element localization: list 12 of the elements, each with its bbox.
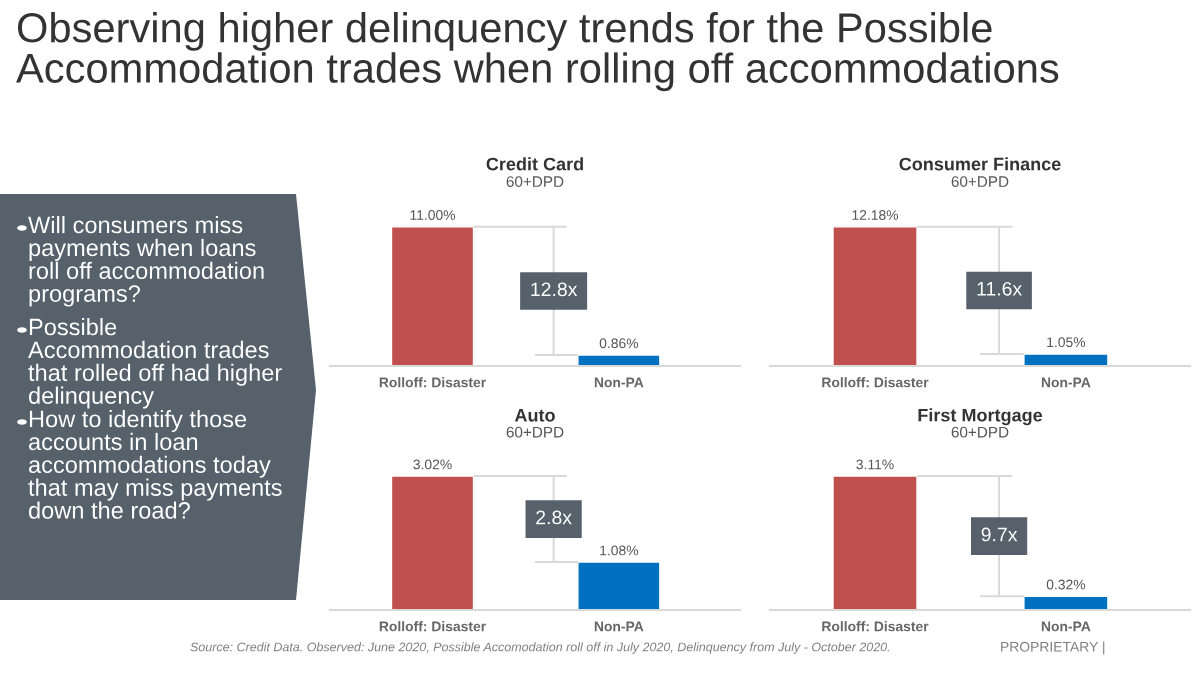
annotation: 9.7x bbox=[981, 527, 1018, 542]
text: Possible Accommodation trades that rolled off had higher delinquency bbox=[28, 318, 282, 409]
text: Will consumers miss payments when loans roll off accommodation programs? bbox=[28, 216, 264, 307]
chart-title: Auto bbox=[514, 409, 555, 422]
annotation: 2.8x bbox=[536, 510, 572, 525]
chart-title: Consumer Finance bbox=[899, 157, 1061, 171]
chart-title: First Mortgage bbox=[918, 408, 1043, 426]
text: Observing higher delinquency trends for the Possible Accommodation trades when rolling off accommodations bbox=[16, 12, 1059, 92]
annotation: 12.8x bbox=[531, 282, 578, 297]
annotation: 11.6x bbox=[977, 281, 1022, 296]
text: How to identify those accounts in loan accommodations today that may miss payments down the road? bbox=[28, 410, 282, 519]
chart-title: Credit Card bbox=[486, 157, 583, 171]
